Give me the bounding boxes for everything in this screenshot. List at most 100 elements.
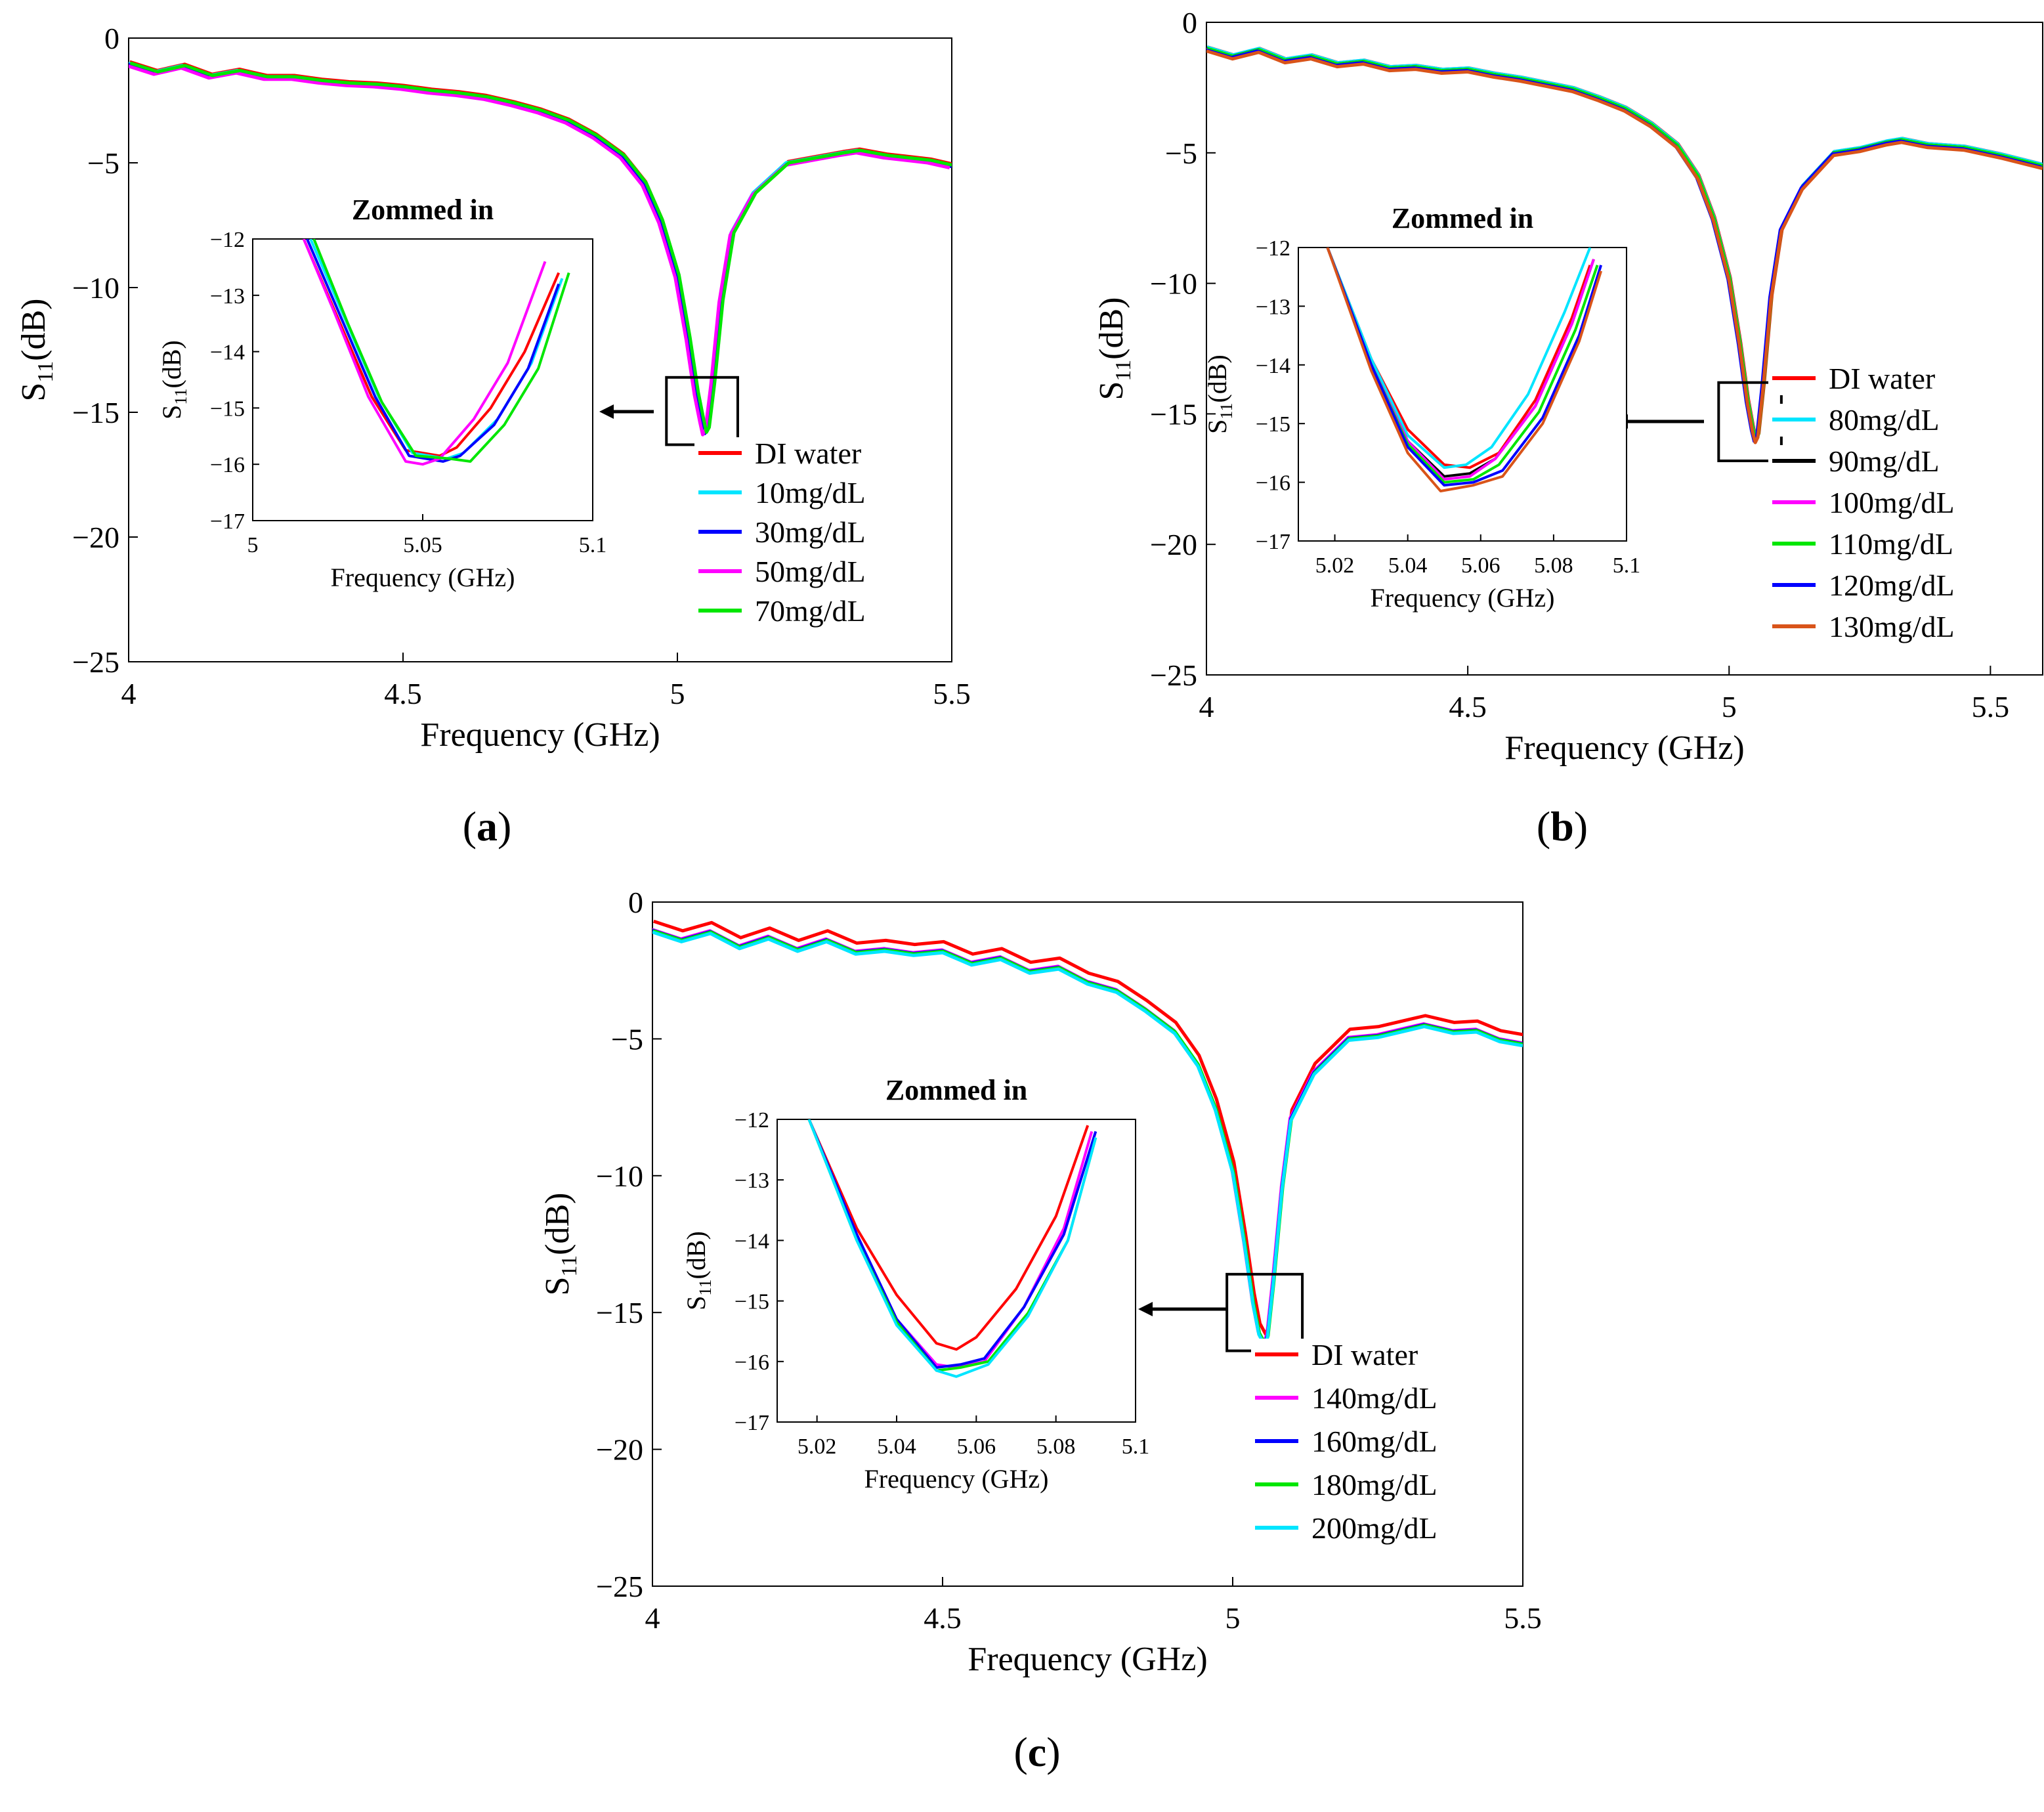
inset-y-tick-label: −12 [1256,236,1290,261]
y-tick-label: −15 [1150,397,1197,431]
legend-label: 30mg/dL [755,515,866,549]
inset-y-tick-label: −15 [210,397,245,421]
x-axis-label: Frequency (GHz) [968,1641,1207,1678]
inset-series-line [1326,248,1603,492]
y-tick-label: −25 [596,1570,643,1603]
legend-label: 90mg/dL [1829,444,1940,478]
y-tick-label: −10 [1150,267,1197,301]
inset-y-axis-label: S11(dB) [157,340,190,420]
y-tick-label: −20 [596,1433,643,1467]
series-line [129,61,952,434]
y-tick-label: −10 [72,271,119,305]
series-line [653,919,1523,1336]
chart-panel-1: 4 4.5 5 5.5 0 −5 −10 −15 −20 −25 Frequency (GHz) S1… [15,22,971,850]
y-tick-label: −20 [72,521,119,554]
legend-label: 110mg/dL [1829,527,1953,561]
legend-label: 130mg/dL [1829,610,1955,643]
legend: DI water 140mg/dL 160mg/dL 180mg/dL 200mg/dL [1251,1338,1468,1545]
inset-x-tick-label: 5.08 [1036,1434,1076,1459]
y-tick-label: −10 [596,1159,643,1193]
inset-y-tick-label: −17 [735,1411,769,1435]
inset-y-tick-label: −16 [210,453,245,477]
x-tick-label: 4.5 [924,1601,962,1635]
inset-y-axis-label: S11(dB) [1203,355,1236,434]
inset-title: Zommed in [1392,202,1533,234]
inset-x-tick-label: 5.1 [1613,553,1641,578]
zoom-arrow-head [599,404,614,419]
x-tick-label: 5.5 [1972,690,2010,723]
inset-chart: Zommed in 5 5.05 5.1 −12 −13 −14 −15 −16 −17 Frequ… [157,194,607,592]
y-tick-label: −20 [1150,528,1197,561]
legend-label: 80mg/dL [1829,403,1940,437]
legend-label: 100mg/dL [1829,486,1955,519]
legend: DI water 10mg/dL 30mg/dL 50mg/dL 70mg/dL [694,437,911,628]
inset-y-tick-label: −14 [735,1229,769,1253]
panel-label: (b) [1537,803,1588,850]
y-axis-label: S11(dB) [539,1193,582,1296]
inset-x-tick-label: 5.06 [1461,553,1501,578]
inset-x-tick-label: 5.04 [1388,553,1428,578]
legend: DI water 80mg/dL 90mg/dL 100mg/dL 110mg/dL 12… [1768,362,1985,643]
x-axis-label: Frequency (GHz) [1504,729,1744,767]
inset-y-tick-label: −13 [210,284,245,309]
inset-y-tick-label: −12 [210,228,245,252]
inset-series-line [807,1119,1090,1351]
inset-series-line [1326,248,1603,487]
inset-x-tick-label: 5.05 [403,533,442,557]
y-axis-label: S11(dB) [15,299,58,402]
inset-series-group [807,1119,1097,1378]
inset-x-axis-label: Frequency (GHz) [1371,583,1555,613]
chart-panel-3: 4 4.5 5 5.5 0 −5 −10 −15 −20 −25 Frequency (GHz) S1… [539,886,1542,1775]
inset-x-axis-label: Frequency (GHz) [864,1464,1049,1494]
x-tick-label: 5.5 [933,677,971,710]
inset-frame [777,1119,1136,1423]
inset-y-tick-label: −15 [735,1290,769,1314]
series-group [652,919,1523,1347]
legend-label: 120mg/dL [1829,569,1955,602]
inset-y-tick-label: −12 [735,1108,769,1132]
x-tick-label: 5 [1225,1601,1241,1635]
legend-label: DI water [1829,362,1935,395]
x-tick-label: 4 [1199,690,1214,723]
legend-label: 200mg/dL [1311,1511,1437,1545]
series-line [652,930,1523,1347]
y-axis-label: S11(dB) [1093,297,1136,400]
y-tick-label: −5 [87,146,119,180]
inset-y-tick-label: −14 [1256,354,1290,378]
inset-x-tick-label: 5.1 [1122,1434,1150,1459]
inset-series-line [807,1119,1097,1369]
inset-series-line [1326,248,1592,469]
inset-y-tick-label: −13 [735,1169,769,1193]
inset-title: Zommed in [885,1074,1027,1106]
y-tick-label: −25 [1150,658,1197,692]
x-tick-label: 5.5 [1504,1601,1542,1635]
inset-series-line [807,1119,1097,1378]
series-line [1206,49,2043,444]
series-group [129,60,952,437]
legend-label: 160mg/dL [1311,1425,1437,1458]
inset-x-tick-label: 5 [247,533,259,557]
inset-y-tick-label: −16 [735,1350,769,1375]
inset-y-tick-label: −14 [210,341,245,365]
y-tick-label: 0 [628,886,643,919]
inset-chart: Zommed in 5.02 5.04 5.06 5.08 5.1 −12 −13 −14 −15… [1203,202,1640,613]
x-tick-label: 4 [645,1601,660,1635]
y-tick-label: −5 [1165,137,1197,170]
inset-x-tick-label: 5.02 [798,1434,837,1459]
x-tick-label: 4.5 [384,677,422,710]
y-tick-label: −25 [72,645,119,679]
inset-series-line [312,239,570,463]
series-group [1206,45,2043,444]
inset-y-tick-label: −17 [210,509,245,534]
x-tick-label: 5 [1722,690,1737,723]
legend-label: 180mg/dL [1311,1468,1437,1501]
inset-y-tick-label: −16 [1256,471,1290,496]
inset-y-tick-label: −15 [1256,412,1290,437]
x-tick-label: 4 [121,677,137,710]
y-tick-label: −15 [596,1296,643,1329]
y-tick-label: 0 [1182,6,1197,39]
x-tick-label: 4.5 [1449,690,1487,723]
inset-frame [252,238,593,521]
inset-x-tick-label: 5.02 [1315,553,1355,578]
